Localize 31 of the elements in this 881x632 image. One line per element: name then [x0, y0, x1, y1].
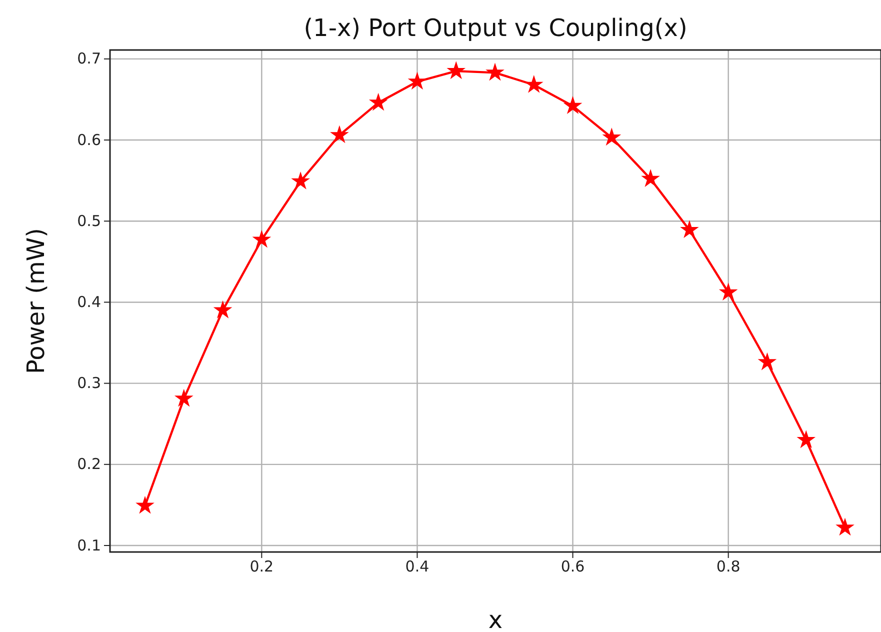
y-tick-label: 0.1: [77, 536, 101, 554]
point: [563, 96, 582, 114]
y-tick-label: 0.2: [77, 455, 101, 474]
chart-title: (1-x) Port Output vs Coupling(x): [304, 14, 688, 42]
point: [368, 92, 388, 111]
x-tick-label: 0.6: [560, 558, 585, 576]
x-tick-label: 0.8: [716, 558, 740, 576]
point: [252, 230, 272, 248]
x-tick-label: 0.2: [250, 558, 274, 576]
point: [330, 125, 349, 144]
x-tick-label: 0.4: [405, 558, 430, 576]
point: [602, 128, 622, 146]
point: [836, 518, 854, 536]
point: [680, 220, 699, 238]
point: [641, 169, 660, 187]
y-axis-title: Power (mW): [22, 228, 50, 374]
y-tick-label: 0.7: [77, 50, 101, 68]
y-tick-label: 0.6: [77, 130, 101, 149]
point: [174, 388, 194, 407]
point: [758, 352, 777, 370]
point: [718, 282, 738, 300]
point: [486, 62, 504, 81]
point: [796, 430, 816, 448]
point: [291, 171, 310, 190]
point: [446, 61, 466, 80]
y-tick-label: 0.5: [77, 212, 101, 230]
point: [136, 496, 154, 514]
point: [213, 300, 232, 318]
x-axis-title: x: [488, 606, 503, 632]
y-tick-label: 0.4: [77, 293, 101, 312]
y-tick-label: 0.3: [77, 374, 101, 392]
